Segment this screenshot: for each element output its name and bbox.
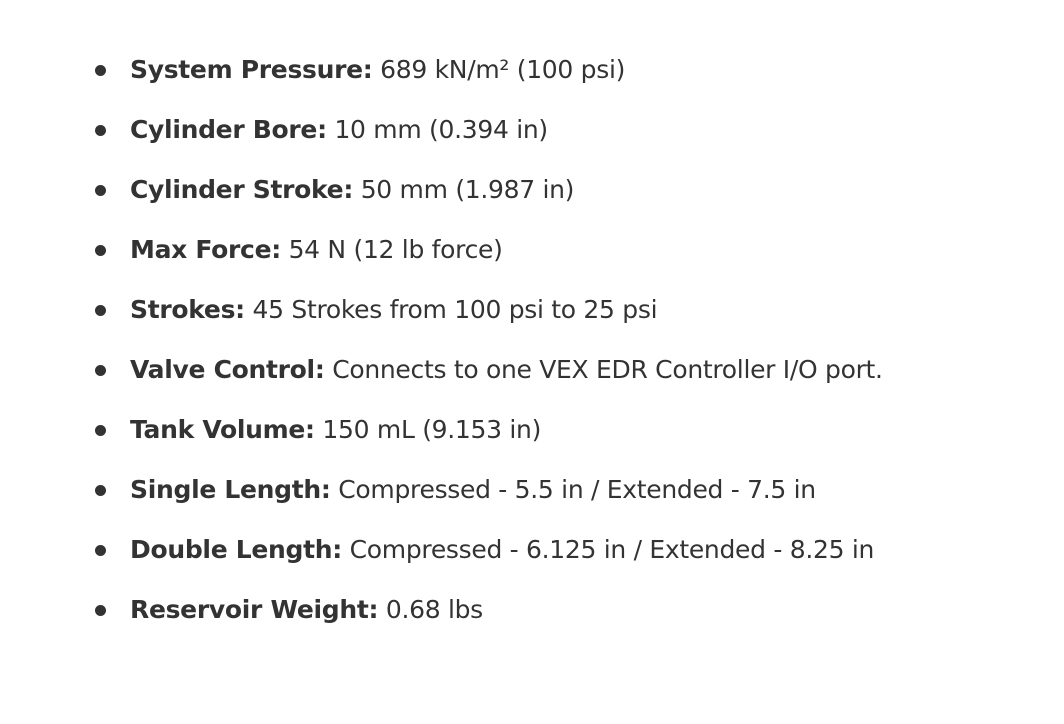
spec-list: System Pressure: 689 kN/m² (100 psi) Cyl… bbox=[0, 40, 1064, 640]
spec-value: Compressed - 5.5 in / Extended - 7.5 in bbox=[338, 475, 816, 504]
spec-cylinder-stroke: Cylinder Stroke: 50 mm (1.987 in) bbox=[0, 160, 1064, 220]
spec-label: Double Length: bbox=[130, 535, 342, 564]
bullet-icon bbox=[95, 425, 106, 436]
spec-double-length: Double Length: Compressed - 6.125 in / E… bbox=[0, 520, 1064, 580]
bullet-icon bbox=[95, 545, 106, 556]
spec-single-length: Single Length: Compressed - 5.5 in / Ext… bbox=[0, 460, 1064, 520]
bullet-icon bbox=[95, 485, 106, 496]
spec-label: Single Length: bbox=[130, 475, 331, 504]
bullet-icon bbox=[95, 185, 106, 196]
spec-label: Max Force: bbox=[130, 235, 281, 264]
bullet-icon bbox=[95, 65, 106, 76]
spec-value: 45 Strokes from 100 psi to 25 psi bbox=[252, 295, 658, 324]
spec-label: Cylinder Bore: bbox=[130, 115, 327, 144]
spec-max-force: Max Force: 54 N (12 lb force) bbox=[0, 220, 1064, 280]
spec-valve-control: Valve Control: Connects to one VEX EDR C… bbox=[0, 340, 1064, 400]
spec-label: Reservoir Weight: bbox=[130, 595, 379, 624]
spec-value: 150 mL (9.153 in) bbox=[322, 415, 542, 444]
spec-value: 54 N (12 lb force) bbox=[288, 235, 503, 264]
spec-reservoir-weight: Reservoir Weight: 0.68 lbs bbox=[0, 580, 1064, 640]
spec-label: Cylinder Stroke: bbox=[130, 175, 354, 204]
spec-value: 50 mm (1.987 in) bbox=[360, 175, 575, 204]
spec-tank-volume: Tank Volume: 150 mL (9.153 in) bbox=[0, 400, 1064, 460]
bullet-icon bbox=[95, 245, 106, 256]
spec-strokes: Strokes: 45 Strokes from 100 psi to 25 p… bbox=[0, 280, 1064, 340]
spec-value: 0.68 lbs bbox=[385, 595, 483, 624]
spec-label: Valve Control: bbox=[130, 355, 325, 384]
spec-value: 10 mm (0.394 in) bbox=[334, 115, 548, 144]
bullet-icon bbox=[95, 365, 106, 376]
spec-label: Tank Volume: bbox=[130, 415, 315, 444]
spec-label: Strokes: bbox=[130, 295, 245, 324]
bullet-icon bbox=[95, 125, 106, 136]
bullet-icon bbox=[95, 305, 106, 316]
spec-value: Connects to one VEX EDR Controller I/O p… bbox=[332, 355, 883, 384]
spec-system-pressure: System Pressure: 689 kN/m² (100 psi) bbox=[0, 40, 1064, 100]
spec-cylinder-bore: Cylinder Bore: 10 mm (0.394 in) bbox=[0, 100, 1064, 160]
spec-value: 689 kN/m² (100 psi) bbox=[380, 55, 626, 84]
spec-value: Compressed - 6.125 in / Extended - 8.25 … bbox=[349, 535, 875, 564]
spec-label: System Pressure: bbox=[130, 55, 373, 84]
bullet-icon bbox=[95, 605, 106, 616]
